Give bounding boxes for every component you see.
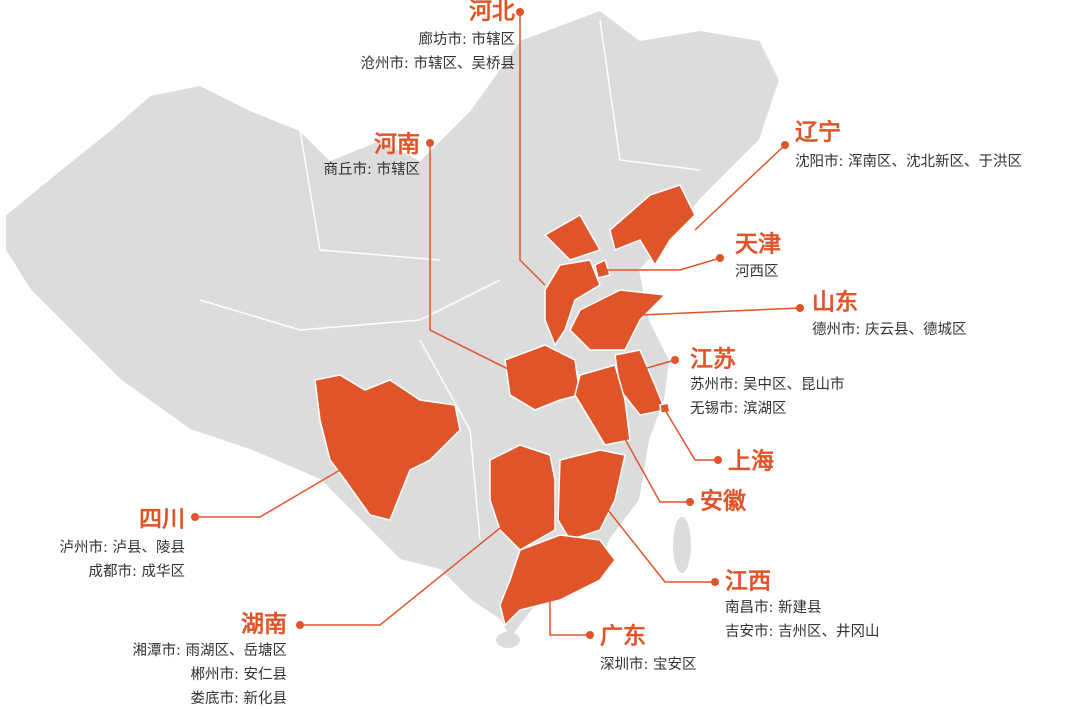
leader-line xyxy=(599,499,715,583)
province-name: 辽宁 xyxy=(795,119,841,146)
province-name: 湖南 xyxy=(241,612,287,638)
leader-dot xyxy=(716,254,724,262)
leader-line xyxy=(429,143,511,371)
district-list: 吉安市: 吉州区、井冈山 xyxy=(725,623,880,640)
district-list: 河西区 xyxy=(735,263,779,280)
province-name: 天津 xyxy=(735,231,781,258)
province-name: 河北 xyxy=(469,0,515,25)
province-name: 四川 xyxy=(139,507,185,533)
district-list: 德州市: 庆云县、德城区 xyxy=(812,321,967,338)
province-name: 安徽 xyxy=(700,488,747,515)
leader-dot xyxy=(686,498,694,506)
leader-line xyxy=(549,595,590,636)
province-name: 江西 xyxy=(725,569,771,595)
leader-dot xyxy=(426,139,434,147)
province-name: 山东 xyxy=(812,289,858,316)
province-name: 上海 xyxy=(728,448,774,475)
leader-dot xyxy=(714,456,722,464)
region-label: 上海 xyxy=(664,409,774,475)
district-list: 苏州市: 吴中区、昆山市 xyxy=(690,376,845,393)
province-name: 河南 xyxy=(374,132,420,158)
leader-dot xyxy=(781,141,789,149)
district-list: 沈阳市: 浑南区、沈北新区、于洪区 xyxy=(795,153,1022,170)
province-name: 江苏 xyxy=(690,347,736,373)
leader-line xyxy=(300,519,511,626)
province-name: 广东 xyxy=(600,623,646,650)
leader-line xyxy=(639,307,801,316)
leader-dot xyxy=(711,578,719,586)
leader-line xyxy=(605,257,721,271)
district-list: 商丘市: 市辖区 xyxy=(324,161,421,178)
leader-dot xyxy=(586,631,594,639)
leader-line xyxy=(639,359,676,371)
district-list: 成都市: 成华区 xyxy=(89,563,186,580)
leader-line xyxy=(694,144,786,231)
district-list: 郴州市: 安仁县 xyxy=(191,666,288,683)
district-list: 泸州市: 泸县、陵县 xyxy=(60,539,186,556)
district-list: 娄底市: 新化县 xyxy=(191,690,288,707)
district-list: 廊坊市: 市辖区 xyxy=(419,31,516,48)
leader-dot xyxy=(796,304,804,312)
district-list: 湘潭市: 雨湖区、岳塘区 xyxy=(133,642,288,659)
leader-line xyxy=(619,429,690,503)
leader-dot xyxy=(296,621,304,629)
leader-line xyxy=(664,409,718,461)
region-label: 安徽 xyxy=(619,429,747,515)
leader-dot xyxy=(671,356,679,364)
leader-line xyxy=(195,469,341,518)
leader-line xyxy=(519,12,546,286)
district-list: 深圳市: 宝安区 xyxy=(600,656,697,673)
district-list: 南昌市: 新建县 xyxy=(725,599,822,616)
leader-dot xyxy=(516,8,524,16)
district-list: 无锡市: 滨湖区 xyxy=(690,400,787,417)
highlighted-provinces xyxy=(314,184,696,627)
district-list: 沧州市: 市辖区、吴桥县 xyxy=(361,55,516,72)
leader-dot xyxy=(191,513,199,521)
